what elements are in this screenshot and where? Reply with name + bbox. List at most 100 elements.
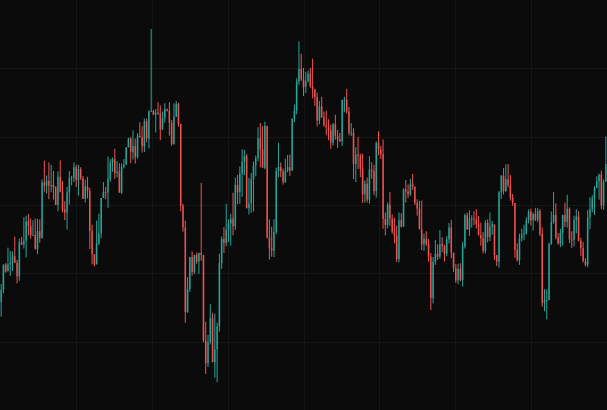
candle <box>418 200 421 230</box>
candle-body <box>98 233 100 244</box>
candle-body <box>127 138 130 148</box>
candle <box>32 220 34 236</box>
candle <box>425 231 428 246</box>
candle-body <box>13 256 16 263</box>
candle <box>209 304 212 345</box>
candle-body <box>482 238 484 251</box>
candle-body <box>175 104 177 117</box>
candle-body <box>198 252 200 262</box>
candle <box>314 88 316 107</box>
candle <box>561 214 564 246</box>
candle <box>216 322 218 383</box>
candle <box>111 157 114 172</box>
candle-body <box>234 184 237 227</box>
candle <box>152 109 155 115</box>
candle <box>266 125 268 239</box>
candle-body <box>564 214 566 222</box>
candle-body <box>552 214 555 222</box>
candle-body <box>25 221 27 241</box>
candle-body <box>61 191 64 210</box>
candle <box>436 244 439 260</box>
candle-body <box>507 179 509 186</box>
candle <box>186 277 189 313</box>
candle-body <box>407 191 409 195</box>
candle <box>325 110 328 136</box>
candle <box>220 236 223 269</box>
candle <box>248 177 250 215</box>
candle <box>261 126 264 168</box>
candle <box>20 236 23 246</box>
candle-body <box>82 178 84 199</box>
candle <box>229 213 232 246</box>
candle-body <box>279 166 282 172</box>
candle <box>136 133 139 159</box>
candle-body <box>23 240 25 245</box>
candle <box>89 187 91 249</box>
candle-body <box>59 176 62 192</box>
candle <box>316 92 318 127</box>
candle-body <box>252 165 255 180</box>
candle <box>252 161 255 212</box>
candle <box>7 247 9 272</box>
candle <box>559 228 562 248</box>
candle-body <box>191 257 193 272</box>
candle-body <box>41 182 43 239</box>
candle-body <box>284 170 287 183</box>
candle <box>300 53 303 81</box>
candle-body <box>38 231 41 239</box>
candle-body <box>345 99 348 112</box>
candle <box>543 289 546 312</box>
candle <box>91 224 93 265</box>
candle-body <box>109 162 112 179</box>
candle-body <box>473 218 475 220</box>
candle <box>61 180 64 213</box>
candle <box>286 154 289 173</box>
candle-body <box>195 255 198 262</box>
candle-body <box>152 111 155 115</box>
candle <box>552 191 555 224</box>
candle <box>339 132 341 142</box>
candle <box>107 156 109 208</box>
candle <box>348 107 350 136</box>
candle-body <box>2 264 5 290</box>
candle <box>541 227 543 307</box>
candle <box>589 197 591 230</box>
candle <box>123 159 125 169</box>
candle-body <box>475 219 478 225</box>
candle <box>243 150 246 176</box>
candle-body <box>270 248 273 251</box>
candle-body <box>179 123 182 206</box>
candle <box>291 118 293 171</box>
candle <box>516 243 518 262</box>
candle-body <box>291 118 293 171</box>
candle <box>509 175 512 201</box>
candle-body <box>225 229 227 244</box>
candle <box>302 68 305 96</box>
candle-body <box>484 223 487 251</box>
candle <box>36 218 39 255</box>
candle <box>43 160 46 192</box>
candle-body <box>589 209 591 218</box>
candle-body <box>500 175 503 193</box>
candle <box>384 212 387 236</box>
candle <box>432 257 434 304</box>
candle <box>100 198 102 239</box>
candle <box>141 126 143 153</box>
candle <box>182 203 184 232</box>
candle <box>214 313 216 378</box>
candle-body <box>148 111 150 139</box>
candle <box>279 162 282 178</box>
candle-body <box>93 254 96 265</box>
candle-body <box>423 238 425 245</box>
candle-body <box>182 205 184 228</box>
candle <box>491 220 493 235</box>
candle-body <box>45 180 48 186</box>
candle-body <box>68 177 71 193</box>
candle <box>116 161 118 178</box>
candle-body <box>282 171 284 183</box>
candle <box>23 217 25 249</box>
candle-body <box>395 235 398 260</box>
candle-body <box>123 164 125 167</box>
candle <box>359 153 362 178</box>
candle <box>545 289 548 320</box>
